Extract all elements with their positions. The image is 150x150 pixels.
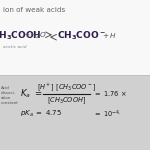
- Text: Acid: Acid: [1, 86, 10, 90]
- Text: $+\,H$: $+\,H$: [102, 32, 117, 40]
- Text: constant: constant: [1, 101, 19, 105]
- Text: acetic acid: acetic acid: [3, 45, 27, 49]
- Text: $=\ 10^{-4.}$: $=\ 10^{-4.}$: [93, 108, 122, 120]
- Text: $=\ 1.76\ \times$: $=\ 1.76\ \times$: [93, 90, 128, 99]
- Text: $pK_a\ =\ 4.75$: $pK_a\ =\ 4.75$: [20, 109, 62, 119]
- Text: $\mathbf{CH_3C}$$\mathbf{OOH}$: $\mathbf{CH_3C}$$\mathbf{OOH}$: [0, 30, 42, 42]
- Text: dissoci-: dissoci-: [1, 91, 16, 95]
- Text: $+\,H_2O$: $+\,H_2O$: [23, 31, 46, 41]
- Bar: [0, 75, 150, 150]
- Text: $[H^+]\ [CH_3COO^-]$: $[H^+]\ [CH_3COO^-]$: [37, 81, 97, 93]
- Text: $\mathbf{CH_3COO^-}$: $\mathbf{CH_3COO^-}$: [57, 30, 106, 42]
- Text: ation: ation: [1, 96, 11, 100]
- Bar: [0, 0, 150, 75]
- Text: ion of weak acids: ion of weak acids: [3, 7, 65, 13]
- Text: $[CH_3COOH]$: $[CH_3COOH]$: [47, 96, 87, 106]
- Text: $K_a\ =$: $K_a\ =$: [20, 88, 42, 100]
